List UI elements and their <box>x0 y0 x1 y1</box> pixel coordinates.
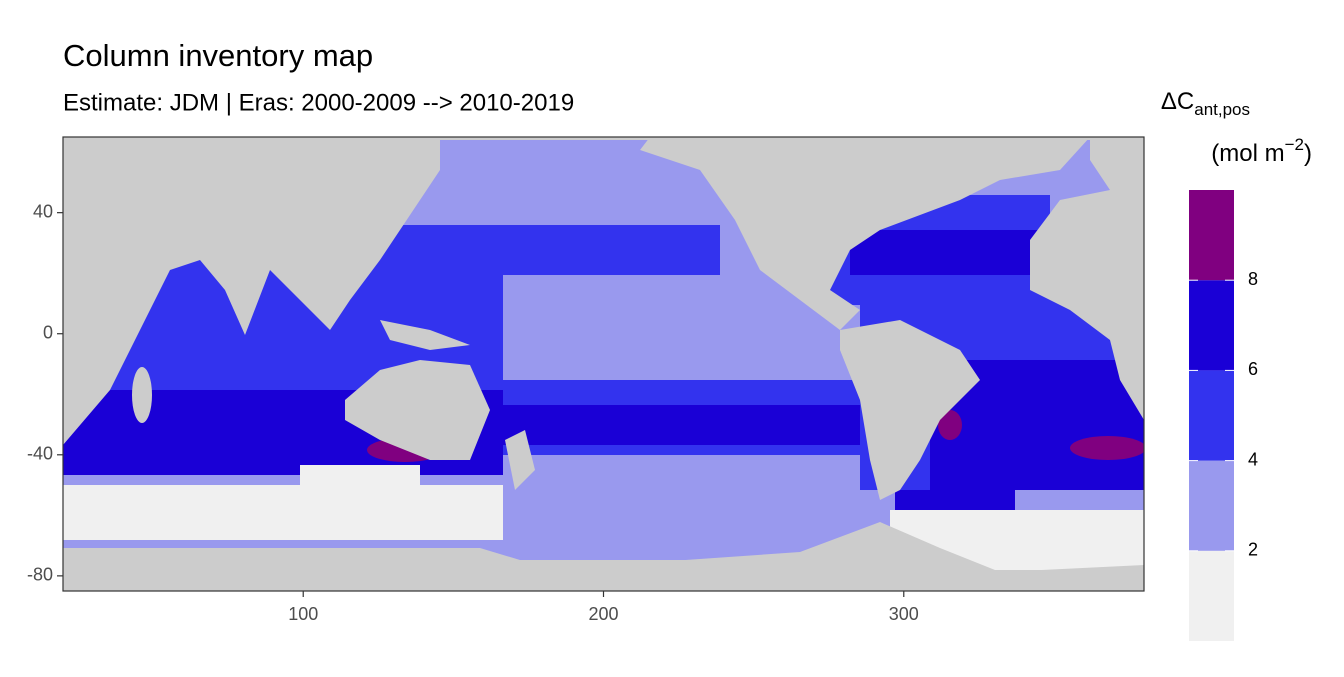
x-tick-label: 100 <box>288 604 318 624</box>
y-tick-label: 40 <box>33 201 53 221</box>
chart-title: Column inventory map <box>63 38 373 73</box>
chart-subtitle: Estimate: JDM | Eras: 2000-2009 --> 2010… <box>63 89 574 116</box>
legend-unit-suffix: ) <box>1304 140 1312 167</box>
legend-label: 6 <box>1248 359 1258 379</box>
legend-unit: (mol m−2) <box>1211 135 1312 167</box>
x-tick-label: 200 <box>588 604 618 624</box>
y-tick-label: 0 <box>43 322 53 342</box>
legend-subscript: ant,pos <box>1194 100 1250 119</box>
legend-unit-exponent: −2 <box>1285 135 1304 154</box>
legend-bin <box>1189 280 1234 371</box>
x-tick-label: 300 <box>889 604 919 624</box>
legend-label: 2 <box>1248 540 1258 560</box>
y-tick-label: -40 <box>27 444 53 464</box>
legend-unit-prefix: (mol m <box>1211 140 1284 167</box>
y-tick-label: -80 <box>27 565 53 585</box>
legend-symbol: ΔC <box>1161 88 1194 115</box>
legend-bin <box>1189 190 1234 281</box>
legend-title: ΔCant,pos <box>1161 88 1250 119</box>
legend-bin <box>1189 370 1234 461</box>
legend-label: 8 <box>1248 269 1258 289</box>
legend-label: 4 <box>1248 449 1258 469</box>
legend-bin <box>1189 550 1234 641</box>
map <box>62 136 1145 592</box>
legend-bin <box>1189 460 1234 551</box>
